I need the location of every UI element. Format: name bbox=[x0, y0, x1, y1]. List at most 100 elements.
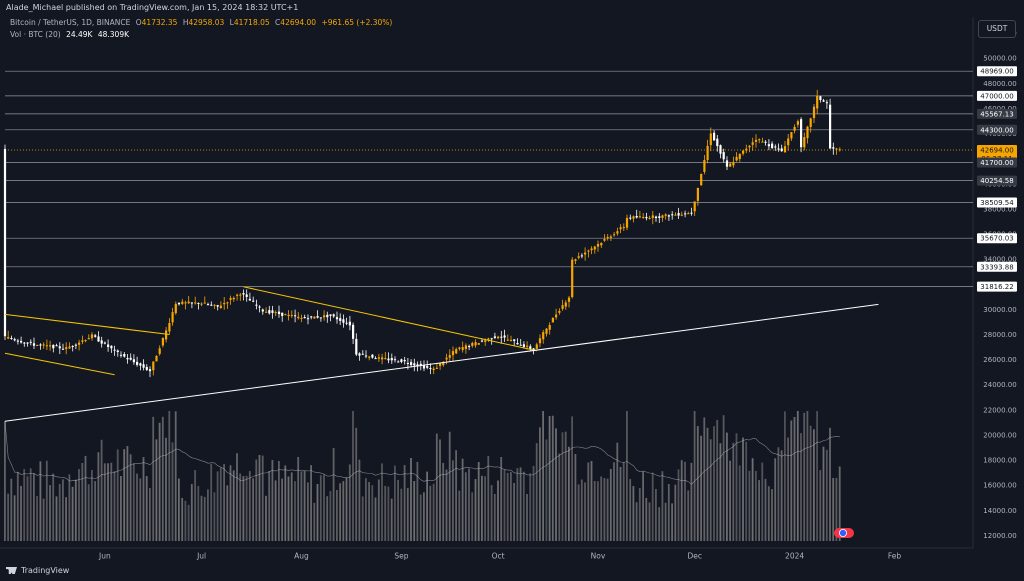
candle-body bbox=[358, 353, 361, 356]
candle-body bbox=[729, 163, 732, 167]
candle-body bbox=[435, 367, 438, 369]
price-tick-label: 16000.00 bbox=[983, 482, 1016, 490]
candle-body bbox=[796, 121, 799, 125]
candle-body bbox=[384, 358, 387, 360]
candle-body bbox=[119, 354, 123, 356]
volume-bar bbox=[645, 497, 648, 541]
ohlc-change: +961.65 (+2.30%) bbox=[321, 18, 393, 27]
volume-bar bbox=[584, 482, 586, 541]
volume-bar bbox=[519, 467, 522, 541]
volume-bar bbox=[194, 470, 196, 541]
candle-body bbox=[590, 248, 593, 251]
volume-bar bbox=[622, 462, 625, 541]
candle-body bbox=[52, 344, 55, 349]
candle-body bbox=[600, 243, 603, 246]
volume-bar bbox=[381, 463, 383, 541]
volume-bar bbox=[126, 446, 129, 541]
volume-bar bbox=[413, 481, 416, 541]
volume-bar bbox=[268, 471, 271, 541]
volume-bar bbox=[442, 462, 445, 541]
volume-bar bbox=[120, 476, 122, 541]
volume-bar bbox=[129, 454, 132, 541]
level-label-box bbox=[977, 233, 1017, 244]
candle-body bbox=[248, 298, 251, 301]
volume-bar bbox=[319, 475, 322, 541]
price-tick-label: 22000.00 bbox=[983, 406, 1016, 414]
volume-bar bbox=[145, 476, 148, 541]
volume-bar bbox=[593, 481, 596, 541]
volume-bar bbox=[571, 416, 573, 541]
candle-body bbox=[651, 215, 654, 218]
volume-bar bbox=[787, 437, 789, 541]
volume-bar bbox=[774, 458, 777, 541]
candle-body bbox=[829, 104, 832, 149]
ascending-trendline bbox=[4, 303, 879, 422]
channel-trendline bbox=[4, 313, 170, 335]
candle-body bbox=[45, 345, 48, 347]
volume-bar bbox=[825, 449, 828, 541]
candle-body bbox=[165, 330, 168, 340]
volume-bar bbox=[603, 478, 606, 541]
candle-body bbox=[329, 314, 332, 316]
candle-body bbox=[497, 336, 500, 339]
volume-bar bbox=[52, 473, 55, 541]
candle-body bbox=[171, 312, 174, 323]
candle-body bbox=[625, 217, 629, 228]
volume-bar bbox=[307, 482, 309, 541]
volume-bar bbox=[103, 463, 106, 541]
candle-body bbox=[593, 246, 596, 250]
candle-body bbox=[226, 302, 229, 304]
candle-body bbox=[471, 343, 474, 346]
candle-body bbox=[258, 306, 261, 308]
currency-button[interactable]: USDT bbox=[978, 20, 1016, 38]
volume-bar bbox=[693, 411, 696, 541]
candle-body bbox=[81, 340, 84, 342]
candle-body bbox=[316, 316, 319, 318]
volume-bar bbox=[313, 502, 316, 541]
level-label-text: 35670.03 bbox=[980, 235, 1013, 243]
level-label-box bbox=[977, 66, 1017, 77]
volume-bar bbox=[326, 496, 329, 541]
level-label: 35670.03 bbox=[977, 233, 1017, 244]
candle-body bbox=[548, 325, 551, 330]
candle-body bbox=[422, 365, 426, 369]
candle-body bbox=[374, 358, 377, 360]
candle-body bbox=[158, 348, 161, 354]
volume-bar bbox=[316, 484, 319, 541]
level-label: 40254.58 bbox=[977, 175, 1017, 186]
candle-body bbox=[822, 100, 825, 102]
candle-body bbox=[116, 350, 119, 352]
level-label-box bbox=[977, 108, 1017, 119]
price-tick-label: 14000.00 bbox=[983, 507, 1016, 515]
candle-body bbox=[480, 340, 484, 342]
volume-bar bbox=[261, 455, 264, 541]
symbol-title[interactable]: Bitcoin / TetherUS, 1D, BINANCE bbox=[10, 18, 131, 27]
volume-bar bbox=[20, 485, 22, 541]
candle-body bbox=[445, 357, 448, 360]
candle-body bbox=[403, 360, 406, 362]
volume-bar bbox=[658, 507, 661, 541]
level-label-text: 44300.00 bbox=[980, 126, 1013, 134]
volume-bar bbox=[303, 471, 306, 541]
volume-label[interactable]: Vol · BTC (20) bbox=[10, 30, 61, 39]
volume-bar bbox=[110, 462, 113, 541]
volume-bar bbox=[332, 448, 335, 541]
candle-body bbox=[793, 126, 796, 131]
volume-bar bbox=[664, 502, 667, 541]
candle-body bbox=[58, 346, 61, 349]
volume-bar bbox=[677, 469, 680, 541]
volume-bar bbox=[161, 416, 164, 541]
candle-body bbox=[49, 345, 52, 347]
volume-ma-value: 48.309K bbox=[97, 30, 130, 39]
volume-bar bbox=[635, 502, 638, 541]
candle-body bbox=[680, 214, 683, 216]
candle-body bbox=[735, 156, 738, 161]
volume-bar bbox=[410, 458, 412, 541]
volume-bar bbox=[716, 419, 719, 541]
volume-bar bbox=[248, 471, 251, 541]
candle-body bbox=[719, 145, 722, 154]
volume-bar bbox=[255, 459, 258, 541]
candle-body bbox=[461, 347, 464, 350]
tradingview-logo[interactable]: TradingView bbox=[6, 566, 69, 575]
